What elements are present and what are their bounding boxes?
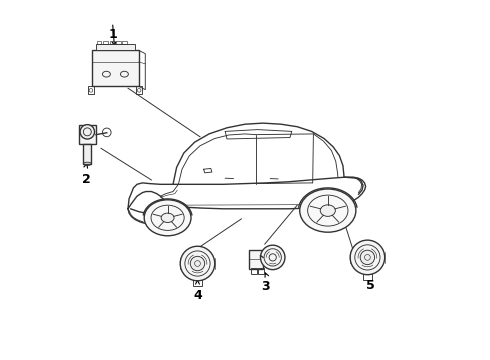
Bar bbox=[193, 280, 202, 286]
Bar bbox=[96, 44, 135, 50]
Ellipse shape bbox=[320, 205, 335, 216]
Ellipse shape bbox=[144, 200, 191, 236]
Ellipse shape bbox=[161, 213, 174, 222]
Bar bbox=[110, 41, 114, 44]
Text: 2: 2 bbox=[81, 173, 90, 186]
Text: 4: 4 bbox=[193, 289, 202, 302]
Text: 3: 3 bbox=[262, 280, 270, 293]
Text: 1: 1 bbox=[108, 28, 117, 41]
Circle shape bbox=[261, 245, 285, 270]
Bar bbox=[116, 41, 121, 44]
Bar bbox=[103, 41, 108, 44]
Bar bbox=[92, 50, 139, 86]
Bar bbox=[97, 41, 101, 44]
Bar bbox=[248, 250, 263, 269]
Bar bbox=[258, 268, 264, 274]
Ellipse shape bbox=[300, 189, 356, 232]
Bar bbox=[88, 86, 94, 94]
Bar bbox=[363, 274, 372, 280]
Bar bbox=[136, 86, 143, 94]
Circle shape bbox=[180, 246, 215, 281]
Circle shape bbox=[360, 250, 374, 265]
Bar bbox=[122, 41, 127, 44]
Bar bbox=[83, 144, 91, 164]
Circle shape bbox=[190, 256, 205, 271]
Bar bbox=[79, 125, 96, 144]
Circle shape bbox=[80, 125, 95, 139]
Text: 5: 5 bbox=[366, 279, 375, 292]
Circle shape bbox=[350, 240, 385, 275]
Bar bbox=[251, 268, 257, 274]
